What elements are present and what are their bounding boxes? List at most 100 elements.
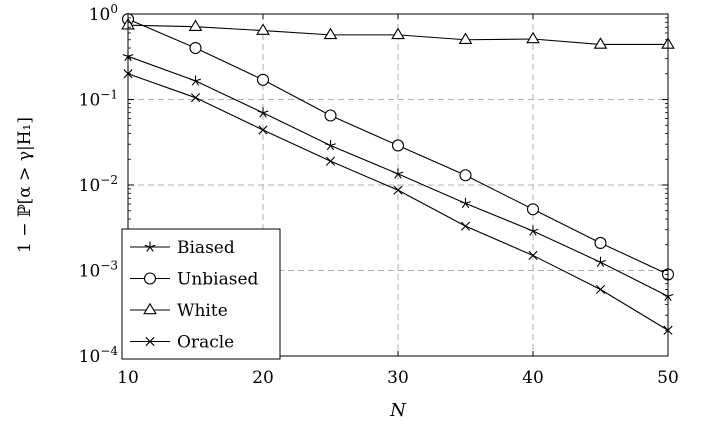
marker-triangle-shape xyxy=(188,19,203,31)
x-tick-label: 20 xyxy=(252,368,274,388)
marker-star-stroke xyxy=(595,259,601,263)
marker-circle xyxy=(391,139,405,152)
marker-circle-shape xyxy=(594,236,607,250)
marker-star-stroke xyxy=(326,145,331,151)
marker-cross xyxy=(595,284,606,295)
marker-star xyxy=(190,75,201,86)
marker-star-stroke xyxy=(392,171,399,175)
marker-star-stroke xyxy=(667,295,672,302)
marker-triangle-shape xyxy=(458,32,473,45)
marker-triangle-shape xyxy=(593,37,608,49)
marker-circle xyxy=(143,272,157,285)
marker-star xyxy=(257,107,269,118)
marker-star-stroke xyxy=(527,228,534,232)
y-tick-label: 100 xyxy=(89,2,118,25)
marker-star xyxy=(527,225,539,236)
y-tick-label: 10−1 xyxy=(79,88,118,111)
marker-triangle xyxy=(593,37,608,49)
marker-star-stroke xyxy=(146,246,151,252)
marker-star-stroke xyxy=(460,201,466,204)
marker-cross xyxy=(325,156,336,166)
y-tick-label: 10−4 xyxy=(79,344,119,367)
marker-triangle xyxy=(323,27,338,40)
legend-entry: Oracle xyxy=(130,333,234,353)
series-lines xyxy=(121,13,675,335)
marker-star-stroke xyxy=(667,294,674,297)
marker-star-stroke xyxy=(461,203,466,209)
series-biased xyxy=(122,50,674,302)
marker-triangle-shape xyxy=(323,27,338,40)
marker-star-stroke xyxy=(532,230,537,236)
marker-circle-shape xyxy=(256,73,270,86)
legend-entry: Biased xyxy=(130,238,235,258)
marker-cross xyxy=(460,221,471,231)
marker-cross-stroke xyxy=(528,250,538,261)
marker-triangle xyxy=(256,23,270,35)
marker-circle xyxy=(256,73,270,86)
marker-circle-shape xyxy=(526,203,540,216)
legend-box xyxy=(121,228,281,360)
tick-labels: 10 20 30 40 50 100 10−1 10−2 10−3 10−4 xyxy=(79,2,679,388)
marker-star-stroke xyxy=(465,203,470,209)
marker-cross xyxy=(393,185,403,195)
marker-triangle xyxy=(526,31,540,44)
legend-entry: Unbiased xyxy=(130,270,259,290)
marker-star-stroke xyxy=(262,110,269,114)
marker-circle-shape xyxy=(459,169,472,182)
series-white xyxy=(121,17,675,49)
marker-cross-stroke xyxy=(460,221,471,231)
marker-star xyxy=(325,139,336,151)
legend-entry: White xyxy=(130,301,228,321)
marker-star-stroke xyxy=(532,228,539,232)
marker-star-stroke xyxy=(191,80,196,86)
marker-star-stroke xyxy=(394,173,399,179)
marker-triangle-shape xyxy=(256,23,270,35)
marker-circle-shape xyxy=(189,41,202,55)
marker-star-stroke xyxy=(330,143,336,146)
legend: Biased Unbiased White Oracle xyxy=(121,228,281,360)
marker-cross-stroke xyxy=(325,156,336,166)
marker-circle xyxy=(324,109,337,122)
marker-star xyxy=(595,256,606,267)
marker-star xyxy=(460,197,471,209)
marker-triangle-shape xyxy=(526,31,540,44)
marker-cross xyxy=(258,125,268,135)
marker-triangle xyxy=(143,302,157,315)
marker-star xyxy=(392,168,404,179)
x-axis-label: N xyxy=(389,400,407,421)
marker-star-stroke xyxy=(600,261,605,267)
marker-star-stroke xyxy=(127,54,134,57)
y-axis-label: 1 − ℙ[α > γ|H₁] xyxy=(15,117,35,253)
marker-circle-shape xyxy=(143,272,157,285)
marker-star-stroke xyxy=(465,201,471,204)
marker-cross-stroke xyxy=(393,185,403,195)
marker-triangle xyxy=(391,27,405,40)
x-tick-label: 10 xyxy=(117,368,139,388)
marker-star-stroke xyxy=(325,143,331,146)
marker-star-stroke xyxy=(259,112,264,118)
marker-star-stroke xyxy=(122,54,129,57)
legend-label: Biased xyxy=(177,238,235,258)
marker-star-stroke xyxy=(664,295,669,302)
x-tick-label: 50 xyxy=(657,368,679,388)
x-tick-label: 30 xyxy=(387,368,409,388)
marker-cross-stroke xyxy=(595,284,606,295)
series-unbiased xyxy=(121,13,675,281)
marker-circle xyxy=(459,169,472,182)
marker-circle xyxy=(189,41,202,55)
marker-star-stroke xyxy=(149,246,154,252)
marker-star-stroke xyxy=(330,145,335,151)
marker-star-stroke xyxy=(397,171,404,175)
marker-star-stroke xyxy=(397,173,402,179)
legend-label: Unbiased xyxy=(177,270,259,290)
marker-cross-stroke xyxy=(190,93,201,103)
marker-triangle xyxy=(458,32,473,45)
marker-star-stroke xyxy=(257,110,264,114)
marker-circle-shape xyxy=(324,109,337,122)
marker-star-stroke xyxy=(262,112,267,118)
marker-star-stroke xyxy=(195,80,200,86)
legend-label: White xyxy=(177,301,228,321)
x-tick-label: 40 xyxy=(522,368,544,388)
y-tick-label: 10−3 xyxy=(79,259,118,282)
